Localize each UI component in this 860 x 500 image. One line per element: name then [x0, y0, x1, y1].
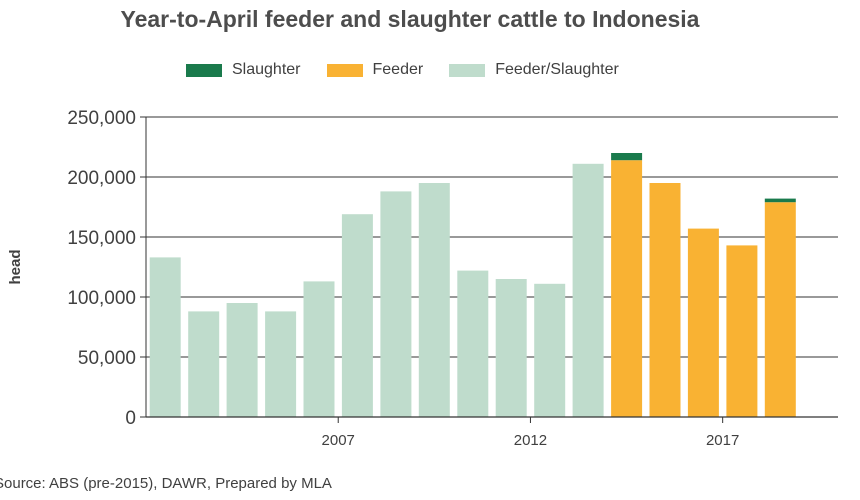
bar-feeder-2017: [726, 245, 758, 417]
bar-feeder_slaughter-2005: [265, 311, 297, 417]
bar-feeder_slaughter-2003: [188, 311, 220, 417]
y-tick-label: 200,000: [67, 168, 136, 189]
legend-item-feeder-slaughter: Feeder/Slaughter: [449, 61, 619, 79]
y-tick-label: 100,000: [67, 288, 136, 309]
legend-item-slaughter: Slaughter: [186, 61, 301, 79]
legend-swatch-feeder: [326, 63, 363, 77]
y-axis-label: head: [7, 249, 24, 284]
legend-swatch-slaughter: [186, 63, 222, 77]
bar-feeder_slaughter-2008: [380, 191, 412, 417]
chart-title: Year-to-April feeder and slaughter cattl…: [120, 6, 700, 32]
bar-feeder_slaughter-2011: [495, 279, 527, 417]
y-tick-label: 250,000: [67, 108, 136, 129]
bar-feeder-2014: [611, 160, 643, 417]
x-tick-label: 2012: [514, 432, 547, 449]
source-note: Source: ABS (pre-2015), DAWR, Prepared b…: [0, 475, 332, 492]
y-tick-label: 0: [125, 408, 136, 429]
legend-item-feeder: Feeder: [326, 61, 424, 79]
y-tick-label: 50,000: [78, 348, 136, 369]
bar-feeder-2016: [687, 228, 719, 417]
legend-label-feeder-slaughter: Feeder/Slaughter: [495, 61, 619, 78]
bar-feeder_slaughter-2013: [572, 163, 604, 417]
bar-feeder_slaughter-2006: [303, 281, 335, 417]
legend-swatch-feeder-slaughter: [449, 63, 486, 77]
bar-feeder_slaughter-2009: [418, 183, 450, 417]
legend-label-slaughter: Slaughter: [232, 61, 301, 78]
bar-feeder_slaughter-2004: [226, 303, 258, 417]
bar-feeder-2015: [649, 183, 681, 417]
bar-slaughter-2014: [611, 153, 643, 161]
bar-feeder_slaughter-2002: [149, 257, 181, 417]
bar-feeder_slaughter-2012: [534, 283, 566, 417]
bar-feeder-2018: [764, 202, 796, 417]
chart-legend: Slaughter Feeder Feeder/Slaughter: [186, 60, 645, 80]
x-tick-label: 2007: [322, 432, 355, 449]
bar-feeder_slaughter-2010: [457, 270, 489, 417]
y-tick-label: 150,000: [67, 228, 136, 249]
bar-feeder_slaughter-2007: [341, 214, 373, 417]
bar-slaughter-2018: [764, 198, 796, 203]
legend-label-feeder: Feeder: [372, 61, 424, 78]
x-tick-label: 2017: [706, 432, 739, 449]
